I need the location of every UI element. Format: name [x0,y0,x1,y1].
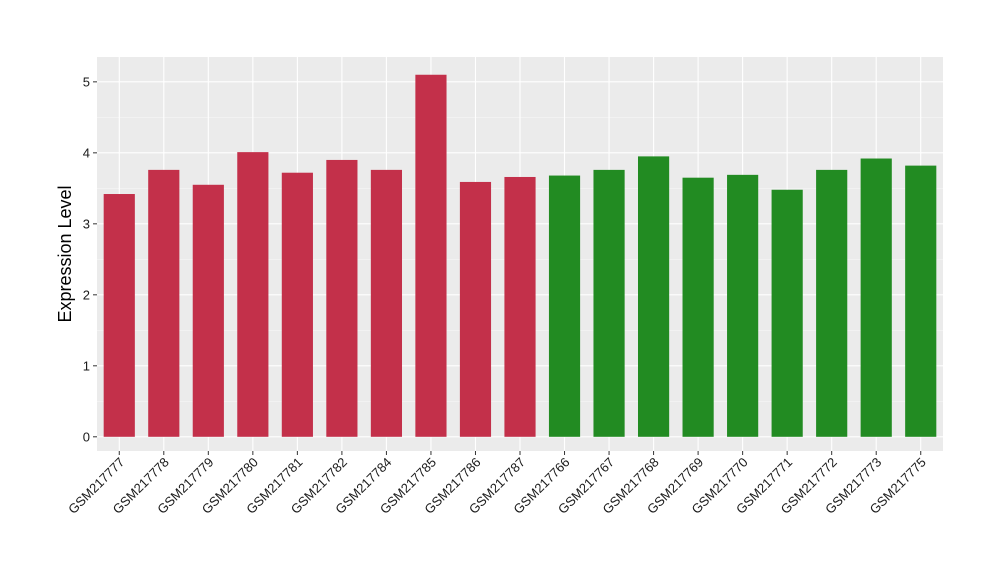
y-tick-label: 4 [83,145,90,160]
x-axis: GSM217777GSM217778GSM217779GSM217780GSM2… [65,451,929,517]
bar-GSM217770 [727,174,759,437]
bar-GSM217767 [593,169,625,437]
bar-GSM217768 [637,156,670,437]
bar-GSM217782 [326,159,358,437]
bar-GSM217778 [148,169,180,437]
y-axis: 0 1 2 3 4 5 [83,74,97,444]
bar-GSM217786 [459,181,492,437]
bar-GSM217781 [281,172,313,437]
bar-GSM217777 [103,194,135,437]
bar-GSM217779 [192,184,224,437]
y-axis-title: Expression Level [55,185,75,322]
bar-GSM217766 [548,175,581,437]
y-tick-label: 5 [83,74,90,89]
bar-GSM217775 [905,165,937,437]
bar-GSM217780 [237,152,269,437]
bar-GSM217771 [771,189,803,437]
bar-GSM217772 [816,169,848,437]
y-tick-label: 3 [83,216,90,231]
y-tick-label: 1 [83,358,90,373]
y-tick-label: 0 [83,429,90,444]
bars [103,74,937,437]
bar-GSM217784 [370,169,403,437]
bar-GSM217773 [860,158,892,437]
y-tick-label: 2 [83,287,90,302]
bar-GSM217785 [415,74,447,437]
bar-GSM217787 [504,176,536,437]
bar-GSM217769 [682,177,714,437]
